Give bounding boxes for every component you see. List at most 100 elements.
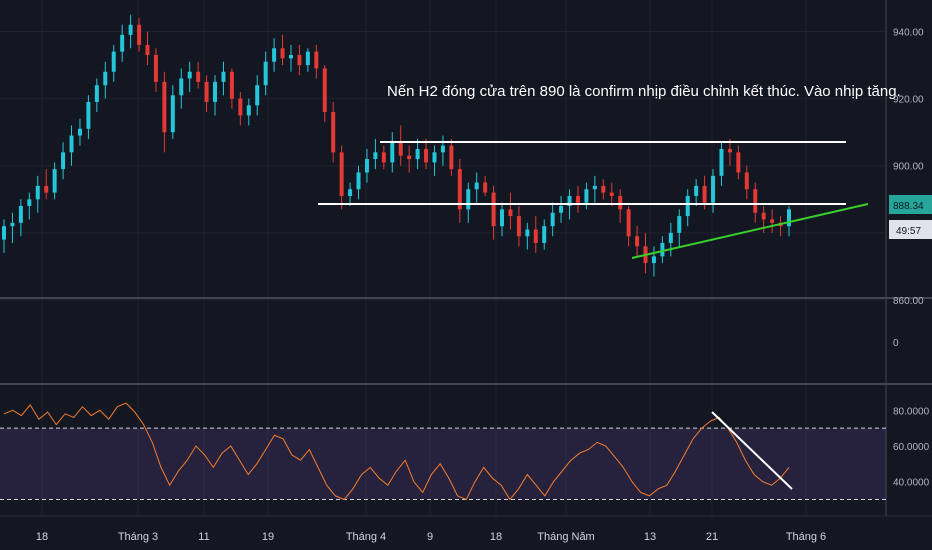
candle (711, 169, 716, 213)
candle (255, 75, 260, 116)
rsi-tick: 80.0000 (893, 406, 930, 417)
candle (533, 216, 538, 254)
rsi-line (3, 402, 790, 501)
rsi-trendline[interactable] (711, 411, 793, 490)
candle (508, 192, 513, 230)
candle (651, 246, 656, 277)
candle (381, 145, 386, 170)
last-price-badge (889, 195, 932, 214)
middle-tick: 0 (893, 338, 899, 349)
candle (356, 165, 361, 200)
time-tick: Tháng 6 (786, 531, 826, 543)
candle (162, 71, 167, 153)
time-axis[interactable]: 18 Tháng 3 11 19 Tháng 4 9 18 Tháng Năm 13 21 Thán… (36, 531, 826, 543)
candle (10, 212, 15, 243)
candle (272, 38, 277, 72)
candle (677, 209, 682, 247)
candle (331, 101, 336, 163)
candle (694, 179, 699, 207)
candle (483, 175, 488, 196)
candle (559, 195, 564, 223)
candle (575, 185, 580, 213)
price-tick: 900.00 (893, 162, 924, 173)
candle (44, 169, 49, 200)
candle (18, 199, 23, 237)
candle (736, 145, 741, 180)
candle (213, 75, 218, 116)
rsi-tick: 60.0000 (893, 442, 930, 453)
candle (660, 236, 665, 264)
candle (263, 51, 268, 96)
candle (238, 91, 243, 126)
time-tick: Tháng 3 (118, 531, 158, 543)
time-tick: Tháng 4 (346, 531, 386, 543)
grid-lines (0, 0, 932, 517)
time-tick: 21 (706, 531, 718, 543)
candle (196, 61, 201, 89)
candle (77, 118, 82, 146)
candle (314, 44, 319, 79)
candle (204, 75, 209, 113)
candle (550, 202, 555, 237)
candle (229, 68, 234, 109)
time-tick: Tháng Năm (537, 531, 594, 543)
candle (626, 206, 631, 247)
candle (94, 78, 99, 113)
candle (770, 209, 775, 233)
candle (398, 125, 403, 166)
last-price-label: 888.34 (893, 201, 924, 212)
candle (2, 219, 6, 254)
annotation-text: Nến H2 đóng cửa trên 890 là confirm nhịp… (387, 83, 901, 100)
candle (753, 182, 758, 223)
candle (390, 132, 395, 173)
candle (500, 202, 505, 237)
candle (727, 138, 732, 166)
rsi-tick: 40.0000 (893, 478, 930, 489)
rsi-band (0, 428, 886, 500)
candle (457, 159, 462, 223)
candle (440, 135, 445, 166)
candle (170, 85, 175, 139)
candle (305, 48, 310, 72)
rsi-axis: 80.0000 60.0000 40.0000 (893, 406, 930, 488)
candle (491, 185, 496, 240)
candle (466, 182, 471, 223)
time-tick: 9 (427, 531, 433, 543)
candle (145, 31, 150, 66)
time-tick: 19 (262, 531, 274, 543)
candle (120, 24, 125, 62)
candle (668, 222, 673, 257)
candle (542, 219, 547, 250)
candle (27, 192, 32, 220)
candle (601, 179, 606, 200)
time-tick: 13 (644, 531, 656, 543)
candle (592, 175, 597, 203)
candle (635, 226, 640, 257)
candle (609, 182, 614, 207)
candle (297, 44, 302, 76)
candle (221, 61, 226, 96)
candle (153, 48, 158, 92)
candle (364, 148, 369, 183)
candle (424, 138, 429, 170)
candle (103, 61, 108, 99)
countdown-label: 49:57 (896, 226, 921, 237)
candle (474, 172, 479, 203)
candle (86, 95, 91, 139)
countdown-badge (889, 220, 932, 239)
price-tick: 920.00 (893, 95, 924, 106)
candle (449, 138, 454, 176)
trendline-green[interactable] (631, 203, 869, 259)
candle (52, 162, 57, 200)
candle (111, 44, 116, 82)
candle (137, 18, 142, 52)
candle (179, 68, 184, 109)
candle (744, 165, 749, 200)
candle (61, 142, 66, 180)
candle (407, 145, 412, 173)
candle (525, 222, 530, 250)
candle (339, 145, 344, 210)
candlestick-series[interactable] (2, 14, 791, 277)
candle (322, 65, 327, 123)
